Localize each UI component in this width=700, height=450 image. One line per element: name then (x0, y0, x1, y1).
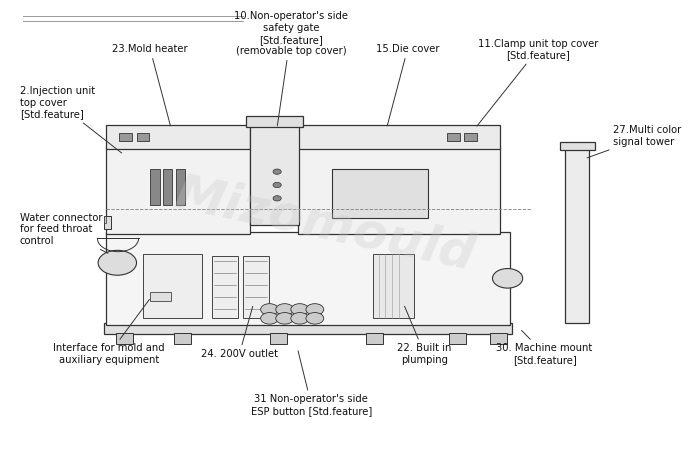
Bar (212, 256, 238, 318)
Text: 2.Injection unit
top cover
[Std.feature]: 2.Injection unit top cover [Std.feature] (20, 86, 122, 153)
Text: 11.Clamp unit top cover
[Std.feature]: 11.Clamp unit top cover [Std.feature] (477, 39, 598, 126)
Bar (104, 323, 512, 334)
Bar (106, 125, 250, 149)
Bar (150, 292, 171, 301)
Bar (560, 142, 596, 150)
Bar (150, 169, 160, 205)
Text: Mizomould: Mizomould (171, 170, 480, 280)
Circle shape (273, 182, 281, 188)
Bar (250, 125, 299, 225)
Text: 30. Machine mount
[Std.feature]: 30. Machine mount [Std.feature] (496, 330, 593, 365)
Bar (464, 133, 477, 140)
Bar (332, 170, 428, 218)
Circle shape (276, 313, 293, 324)
Text: 22. Built in
plumping: 22. Built in plumping (398, 306, 452, 365)
Bar (174, 333, 191, 344)
Bar (298, 125, 500, 149)
Bar (144, 254, 202, 318)
Bar (162, 169, 172, 205)
Circle shape (273, 169, 281, 174)
Text: Interface for mold and
auxiliary equipment: Interface for mold and auxiliary equipme… (53, 299, 165, 364)
Circle shape (306, 304, 324, 315)
Bar (106, 147, 250, 234)
Bar (136, 133, 149, 140)
Bar (270, 333, 288, 344)
Bar (120, 133, 132, 140)
Text: 24. 200V outlet: 24. 200V outlet (201, 306, 278, 359)
Circle shape (276, 304, 293, 315)
Circle shape (290, 304, 309, 315)
Circle shape (260, 313, 279, 324)
Text: 10.Non-operator's side
safety gate
[Std.feature]
(removable top cover): 10.Non-operator's side safety gate [Std.… (234, 12, 348, 126)
Text: 23.Mold heater: 23.Mold heater (113, 45, 188, 126)
Bar (366, 333, 384, 344)
Text: 15.Die cover: 15.Die cover (376, 45, 439, 126)
Bar (449, 333, 466, 344)
Bar (373, 254, 414, 318)
Bar (104, 216, 106, 223)
Text: 31 Non-operator's side
ESP button [Std.feature]: 31 Non-operator's side ESP button [Std.f… (251, 351, 372, 416)
Circle shape (260, 304, 279, 315)
Circle shape (98, 250, 136, 275)
Bar (298, 147, 500, 234)
Circle shape (273, 196, 281, 201)
Bar (246, 116, 302, 127)
Bar (490, 333, 507, 344)
Text: Water connector
for feed throat
control: Water connector for feed throat control (20, 213, 108, 253)
Bar (106, 232, 510, 325)
Circle shape (493, 269, 523, 288)
Bar (447, 133, 460, 140)
Text: 27.Multi color
signal tower: 27.Multi color signal tower (587, 125, 682, 158)
Circle shape (290, 313, 309, 324)
Bar (243, 256, 269, 318)
Bar (176, 169, 186, 205)
Bar (116, 333, 133, 344)
Bar (104, 216, 111, 230)
Circle shape (306, 313, 324, 324)
Bar (565, 147, 589, 323)
